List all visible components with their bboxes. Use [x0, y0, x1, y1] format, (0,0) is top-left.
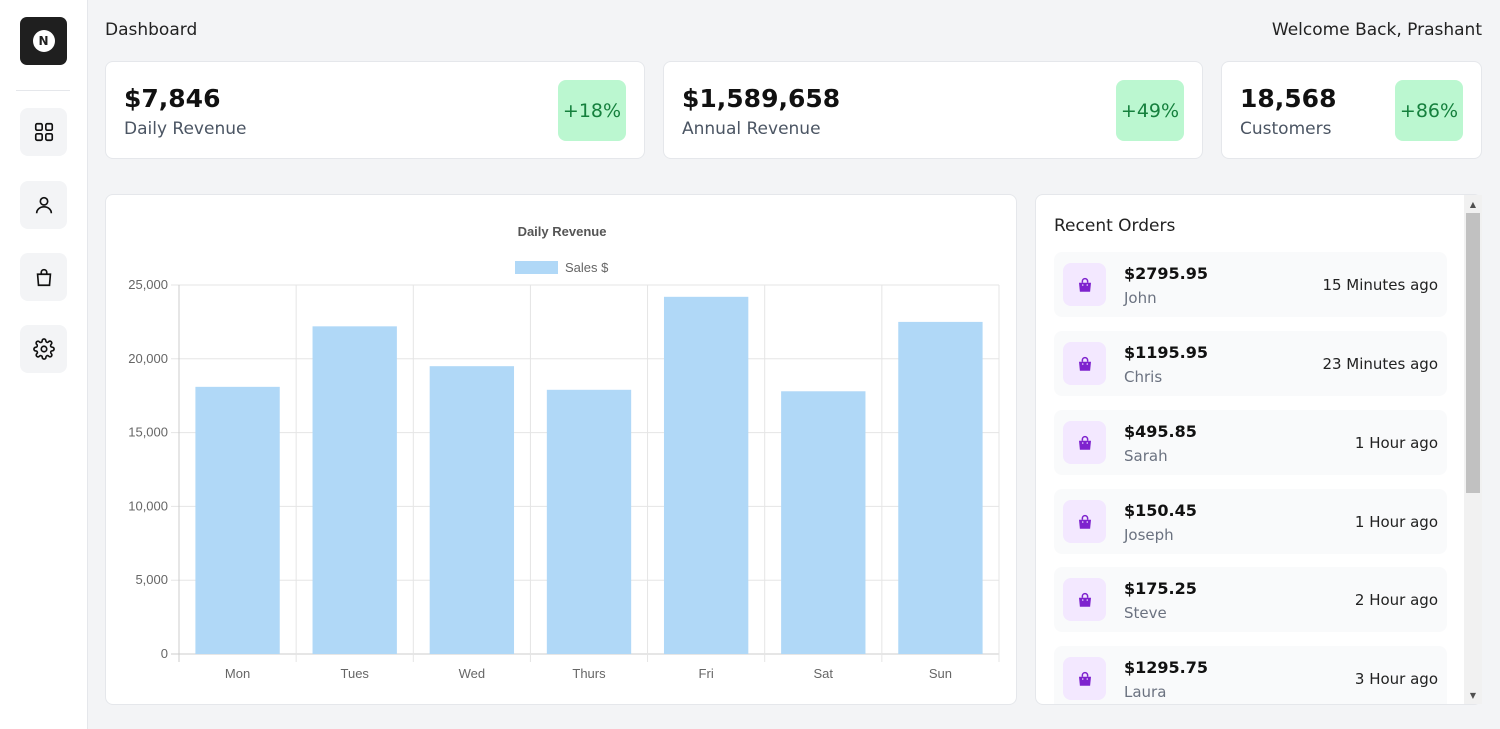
x-tick-label: Wed	[459, 666, 486, 681]
x-tick-label: Sun	[929, 666, 952, 681]
stat-value: $1,589,658	[682, 84, 841, 113]
sidebar-item-dashboard[interactable]	[20, 108, 67, 156]
x-tick-label: Tues	[341, 666, 370, 681]
y-tick-label: 10,000	[128, 498, 168, 513]
order-bag-icon	[1063, 657, 1106, 700]
stat-change-badge: +49%	[1116, 80, 1184, 141]
bar-fri[interactable]	[663, 296, 749, 654]
welcome-message: Welcome Back, Prashant	[1271, 20, 1482, 40]
bar-sun[interactable]	[898, 321, 983, 654]
order-bag-icon	[1063, 263, 1106, 306]
stat-label: Annual Revenue	[682, 119, 821, 139]
stat-value: $7,846	[124, 84, 221, 113]
order-amount: $1195.95	[1124, 343, 1209, 362]
order-customer-name: Chris	[1124, 368, 1163, 386]
logo[interactable]: N	[20, 17, 67, 65]
x-tick-label: Mon	[225, 666, 250, 681]
order-customer-name: Joseph	[1124, 526, 1174, 544]
stat-value: 18,568	[1240, 84, 1337, 113]
order-customer-name: Steve	[1124, 604, 1167, 622]
order-amount: $175.25	[1124, 579, 1197, 598]
order-item[interactable]: $1295.75 Laura 3 Hour ago	[1054, 646, 1447, 704]
order-item[interactable]: $495.85 Sarah 1 Hour ago	[1054, 410, 1447, 475]
bar-sat[interactable]	[781, 391, 866, 654]
x-tick-label: Sat	[814, 666, 834, 681]
legend-label[interactable]: Sales $	[565, 260, 609, 275]
order-customer-name: Sarah	[1124, 447, 1168, 465]
sidebar-item-settings[interactable]	[20, 325, 67, 373]
order-item[interactable]: $2795.95 John 15 Minutes ago	[1054, 252, 1447, 317]
user-icon	[35, 196, 52, 214]
bar-wed[interactable]	[429, 366, 515, 654]
order-time: 15 Minutes ago	[1322, 276, 1438, 294]
order-amount: $1295.75	[1124, 658, 1209, 677]
order-bag-icon	[1063, 500, 1106, 543]
order-bag-icon	[1063, 342, 1106, 385]
chart-title: Daily Revenue	[518, 224, 607, 239]
order-customer-name: Laura	[1124, 683, 1167, 701]
recent-orders-title: Recent Orders	[1054, 216, 1176, 236]
scroll-thumb[interactable]	[1466, 213, 1480, 493]
order-time: 3 Hour ago	[1354, 670, 1438, 688]
order-time: 23 Minutes ago	[1322, 355, 1438, 373]
grid-icon	[34, 122, 53, 142]
y-tick-label: 25,000	[128, 277, 168, 292]
order-amount: $150.45	[1124, 501, 1197, 520]
order-customer-name: John	[1124, 289, 1157, 307]
bar-thurs[interactable]	[546, 389, 632, 654]
legend-swatch[interactable]	[515, 261, 558, 274]
logo-icon: N	[32, 30, 55, 52]
y-tick-label: 15,000	[128, 425, 168, 440]
sidebar-item-orders[interactable]	[20, 253, 67, 301]
order-time: 1 Hour ago	[1354, 434, 1438, 452]
order-item[interactable]: $150.45 Joseph 1 Hour ago	[1054, 489, 1447, 554]
stat-card-customers: 18,568 Customers +86%	[1221, 61, 1482, 159]
order-item[interactable]: $175.25 Steve 2 Hour ago	[1054, 567, 1447, 632]
x-tick-label: Fri	[699, 666, 714, 681]
order-bag-icon	[1063, 421, 1106, 464]
order-bag-icon	[1063, 578, 1106, 621]
scroll-down-arrow-icon[interactable]: ▼	[1469, 690, 1477, 700]
orders-scrollbar[interactable]: ▲ ▼	[1464, 195, 1482, 704]
y-tick-label: 20,000	[128, 351, 168, 366]
stat-change-badge: +86%	[1395, 80, 1463, 141]
x-tick-label: Thurs	[572, 666, 606, 681]
recent-orders-card: Recent Orders $2795.95 John 15 Minutes ago…	[1035, 194, 1482, 705]
order-item[interactable]: $1195.95 Chris 23 Minutes ago	[1054, 331, 1447, 396]
bar-tues[interactable]	[312, 326, 397, 654]
sidebar-divider	[16, 90, 70, 91]
order-time: 2 Hour ago	[1354, 591, 1438, 609]
bar-mon[interactable]	[195, 386, 280, 654]
order-amount: $495.85	[1124, 422, 1197, 441]
order-time: 1 Hour ago	[1354, 513, 1438, 531]
order-amount: $2795.95	[1124, 264, 1209, 283]
y-tick-label: 0	[161, 646, 168, 661]
sidebar: N	[0, 0, 88, 729]
stat-card-annual-revenue: $1,589,658 Annual Revenue +49%	[663, 61, 1203, 159]
page-title: Dashboard	[105, 20, 198, 40]
gear-icon	[32, 338, 55, 360]
stat-label: Customers	[1240, 119, 1332, 139]
shopping-bag-icon	[36, 268, 51, 287]
daily-revenue-chart-card: Daily Revenue Sales $ 0 5,000 10,000 15,000…	[105, 194, 1017, 705]
y-tick-label: 5,000	[135, 572, 168, 587]
stat-label: Daily Revenue	[124, 119, 247, 139]
bar-chart: Daily Revenue Sales $ 0 5,000 10,000 15,000…	[128, 224, 1000, 681]
sidebar-item-customers[interactable]	[20, 181, 67, 229]
stat-change-badge: +18%	[558, 80, 626, 141]
stat-card-daily-revenue: $7,846 Daily Revenue +18%	[105, 61, 645, 159]
scroll-up-arrow-icon[interactable]: ▲	[1469, 199, 1477, 209]
